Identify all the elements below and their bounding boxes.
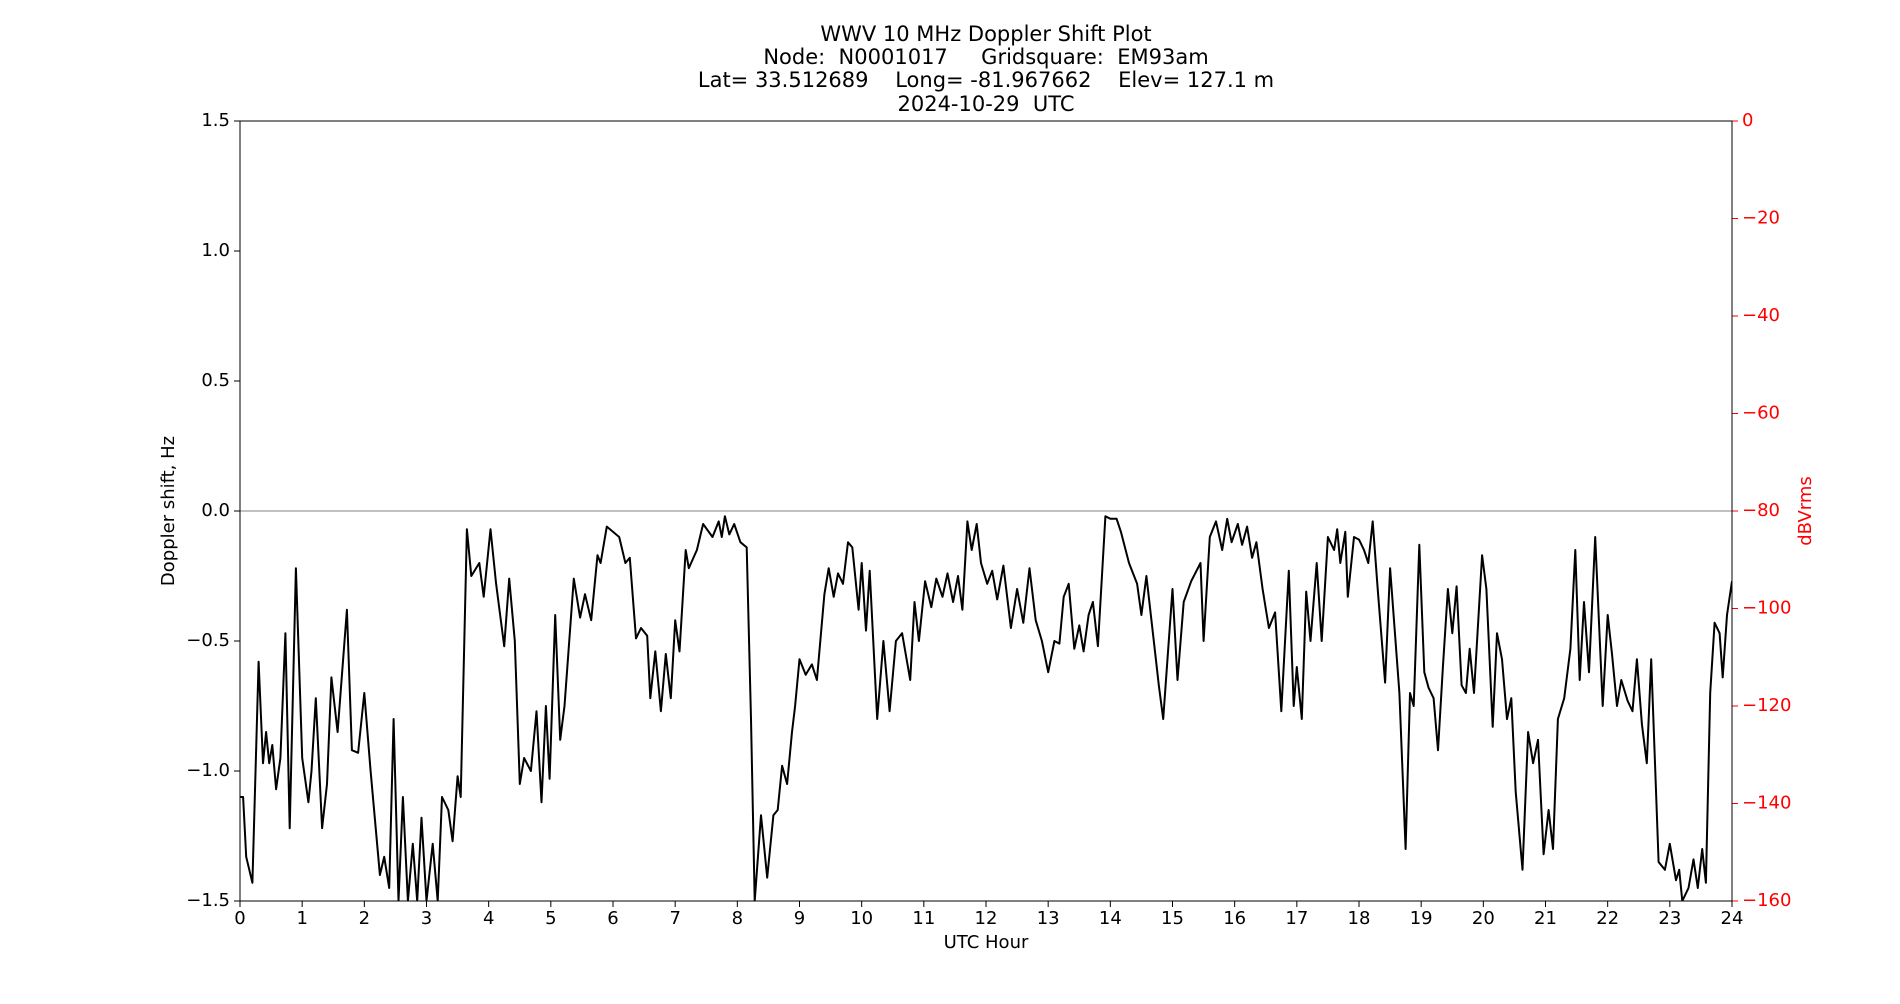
data-line (240, 515, 1732, 901)
x-tick-label: 9 (794, 908, 805, 929)
x-tick-label: 18 (1348, 908, 1371, 929)
x-tick-label: 22 (1596, 908, 1619, 929)
y-tick-label: 1.0 (201, 240, 230, 261)
x-tick-label: 4 (483, 908, 494, 929)
x-tick-label: 6 (607, 908, 618, 929)
x-tick-label: 14 (1099, 908, 1122, 929)
y2-tick-label: −120 (1742, 695, 1791, 716)
x-tick-label: 11 (912, 908, 935, 929)
y2-axis-label: dBVrms (1795, 476, 1816, 546)
x-tick-label: 21 (1534, 908, 1557, 929)
x-tick-label: 10 (850, 908, 873, 929)
x-tick-label: 15 (1161, 908, 1184, 929)
x-tick-label: 7 (669, 908, 680, 929)
y-tick-label: −1.5 (186, 890, 230, 911)
plot-frame (239, 120, 1733, 902)
x-tick-label: 0 (234, 908, 245, 929)
y2-tick-label: −80 (1742, 500, 1780, 521)
x-tick-label: 24 (1721, 908, 1744, 929)
y-tick-label: 0.5 (201, 370, 230, 391)
chart-subtitle: 2024-10-29 UTC (897, 92, 1074, 116)
x-tick-label: 23 (1658, 908, 1681, 929)
chart-subtitle: Node: N0001017 Gridsquare: EM93am (763, 45, 1208, 69)
y2-tick-label: −100 (1742, 598, 1791, 619)
x-tick-label: 20 (1472, 908, 1495, 929)
x-tick-label: 16 (1223, 908, 1246, 929)
y-tick-label: 0.0 (201, 500, 230, 521)
x-tick-label: 12 (975, 908, 998, 929)
y-tick-label: −1.0 (186, 760, 230, 781)
y-tick-label: 1.5 (201, 110, 230, 131)
y2-tick-label: −40 (1742, 305, 1780, 326)
x-tick-label: 1 (296, 908, 307, 929)
y2-tick-label: −140 (1742, 793, 1791, 814)
x-tick-label: 3 (421, 908, 432, 929)
x-tick-label: 19 (1410, 908, 1433, 929)
y-axis-label: Doppler shift, Hz (158, 436, 179, 586)
x-tick-label: 17 (1285, 908, 1308, 929)
chart-subtitle: Lat= 33.512689 Long= -81.967662 Elev= 12… (698, 68, 1274, 92)
x-tick-label: 2 (359, 908, 370, 929)
x-axis-label: UTC Hour (944, 932, 1029, 953)
x-tick-label: 5 (545, 908, 556, 929)
y2-tick-label: −160 (1742, 890, 1791, 911)
y2-tick-label: 0 (1742, 110, 1753, 131)
y2-tick-label: −60 (1742, 403, 1780, 424)
x-tick-label: 8 (732, 908, 743, 929)
y-tick-label: −0.5 (186, 630, 230, 651)
chart-title: WWV 10 MHz Doppler Shift Plot (820, 22, 1151, 46)
x-tick-label: 13 (1037, 908, 1060, 929)
y2-tick-label: −20 (1742, 208, 1780, 229)
